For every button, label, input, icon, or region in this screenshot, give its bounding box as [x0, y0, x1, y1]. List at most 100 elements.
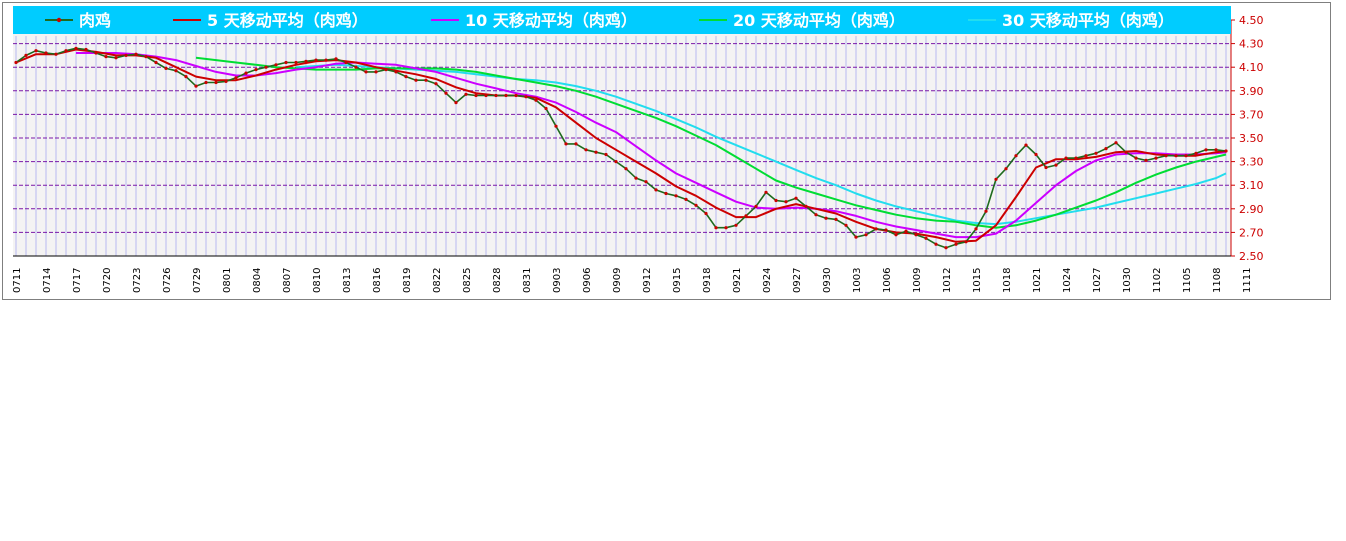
price-point: [1114, 141, 1118, 145]
price-point: [684, 197, 688, 201]
price-point: [1224, 149, 1228, 153]
series-line-ma10: [76, 52, 1227, 239]
price-point: [524, 95, 528, 99]
price-point: [564, 142, 568, 146]
price-point: [574, 142, 578, 146]
price-point: [324, 58, 328, 62]
vertical-gridlines: [15, 36, 1227, 256]
y-tick-labels: 4.50 4.30 4.10 3.90 3.70 3.50 3.30 3.10 2.90 2.70…: [13, 14, 1264, 263]
price-point: [114, 56, 118, 60]
price-point: [924, 236, 928, 240]
legend-label: 20 天移动平均（肉鸡）: [733, 11, 905, 30]
price-point: [774, 198, 778, 203]
price-point: [894, 233, 898, 237]
price-point: [664, 191, 668, 196]
x-tick-label: 0930: [822, 268, 833, 293]
price-point: [614, 160, 618, 164]
series-line-ma30: [295, 63, 1227, 226]
x-tick-label: 0831: [522, 268, 533, 293]
price-point: [584, 148, 588, 152]
price-point: [234, 76, 238, 80]
y-tick-label: 2.70: [1239, 226, 1264, 239]
x-tick-label: 1024: [1062, 268, 1073, 293]
price-point: [864, 233, 868, 237]
price-point: [34, 49, 38, 53]
chart-svg: 4.50 4.30 4.10 3.90 3.70 3.50 3.30 3.10 2.90 2.70…: [12, 6, 1264, 293]
y-tick-label: 4.10: [1239, 61, 1264, 74]
legend-band: [13, 6, 1231, 34]
price-point: [934, 242, 938, 246]
price-point: [414, 78, 418, 82]
x-tick-label: 0726: [162, 268, 173, 293]
y-tick-label: 3.90: [1239, 85, 1264, 98]
price-point: [1014, 154, 1018, 158]
y-tick-label: 3.50: [1239, 132, 1264, 145]
x-tick-label: 0807: [282, 268, 293, 293]
price-point: [464, 92, 468, 96]
price-point: [194, 84, 198, 88]
x-tick-label: 0801: [222, 268, 233, 293]
price-point: [44, 51, 48, 55]
price-point: [374, 70, 378, 74]
price-point: [824, 216, 828, 220]
series-line-ma5: [15, 48, 1227, 243]
x-tick-label: 0918: [702, 268, 713, 293]
x-tick-label: 1027: [1092, 268, 1103, 293]
price-point: [74, 46, 78, 50]
price-point: [784, 200, 788, 204]
price-point: [314, 58, 318, 62]
x-tick-label: 0909: [612, 268, 623, 293]
legend: 肉鸡 5 天移动平均（肉鸡） 10 天移动平均（肉鸡） 20 天移动平均（肉鸡） 30 …: [13, 6, 1231, 34]
price-point: [104, 55, 108, 59]
price-point: [1124, 150, 1128, 154]
price-point: [754, 204, 758, 208]
price-point: [814, 213, 818, 217]
price-point: [254, 68, 258, 72]
price-point: [294, 60, 298, 65]
price-point: [264, 65, 268, 69]
price-point: [724, 226, 728, 230]
x-tick-label: 1108: [1212, 268, 1223, 293]
x-tick-label: 0927: [792, 268, 803, 293]
price-point: [634, 176, 638, 180]
x-tick-label: 0816: [372, 268, 383, 293]
x-tick-label: 1003: [852, 268, 863, 293]
y-tick-label: 3.30: [1239, 156, 1264, 169]
price-point: [1104, 147, 1108, 151]
price-point: [384, 68, 388, 72]
x-tick-label: 1006: [882, 268, 893, 293]
legend-label: 30 天移动平均（肉鸡）: [1002, 11, 1174, 30]
y-tick-label: 2.90: [1239, 203, 1264, 216]
price-point: [214, 80, 218, 85]
price-point: [64, 49, 68, 53]
y-tick-label: 4.30: [1239, 38, 1264, 51]
price-point: [364, 70, 368, 74]
x-tick-label: 0825: [462, 268, 473, 293]
price-point: [954, 242, 958, 246]
price-point: [1094, 151, 1098, 155]
price-point: [154, 60, 158, 65]
price-point: [184, 75, 188, 79]
price-point: [544, 106, 548, 111]
price-point: [1064, 156, 1068, 160]
y-tick-label: 3.70: [1239, 108, 1264, 121]
price-point: [54, 52, 58, 56]
price-point: [674, 194, 678, 198]
x-tick-label: 0810: [312, 268, 323, 293]
legend-marker: [56, 17, 62, 23]
price-point: [764, 190, 768, 194]
x-tick-label: 0714: [42, 268, 53, 293]
price-point: [744, 214, 748, 218]
price-point: [984, 209, 988, 213]
x-tick-label: 0819: [402, 268, 413, 293]
price-point: [1074, 156, 1078, 160]
price-point: [124, 53, 128, 58]
x-tick-label: 0804: [252, 268, 263, 293]
price-point: [304, 59, 308, 63]
price-point: [164, 66, 168, 70]
x-tick-label: 0828: [492, 268, 503, 293]
x-tick-label: 0903: [552, 268, 563, 293]
price-point: [84, 47, 88, 52]
price-point: [284, 60, 288, 65]
price-point: [654, 188, 658, 192]
